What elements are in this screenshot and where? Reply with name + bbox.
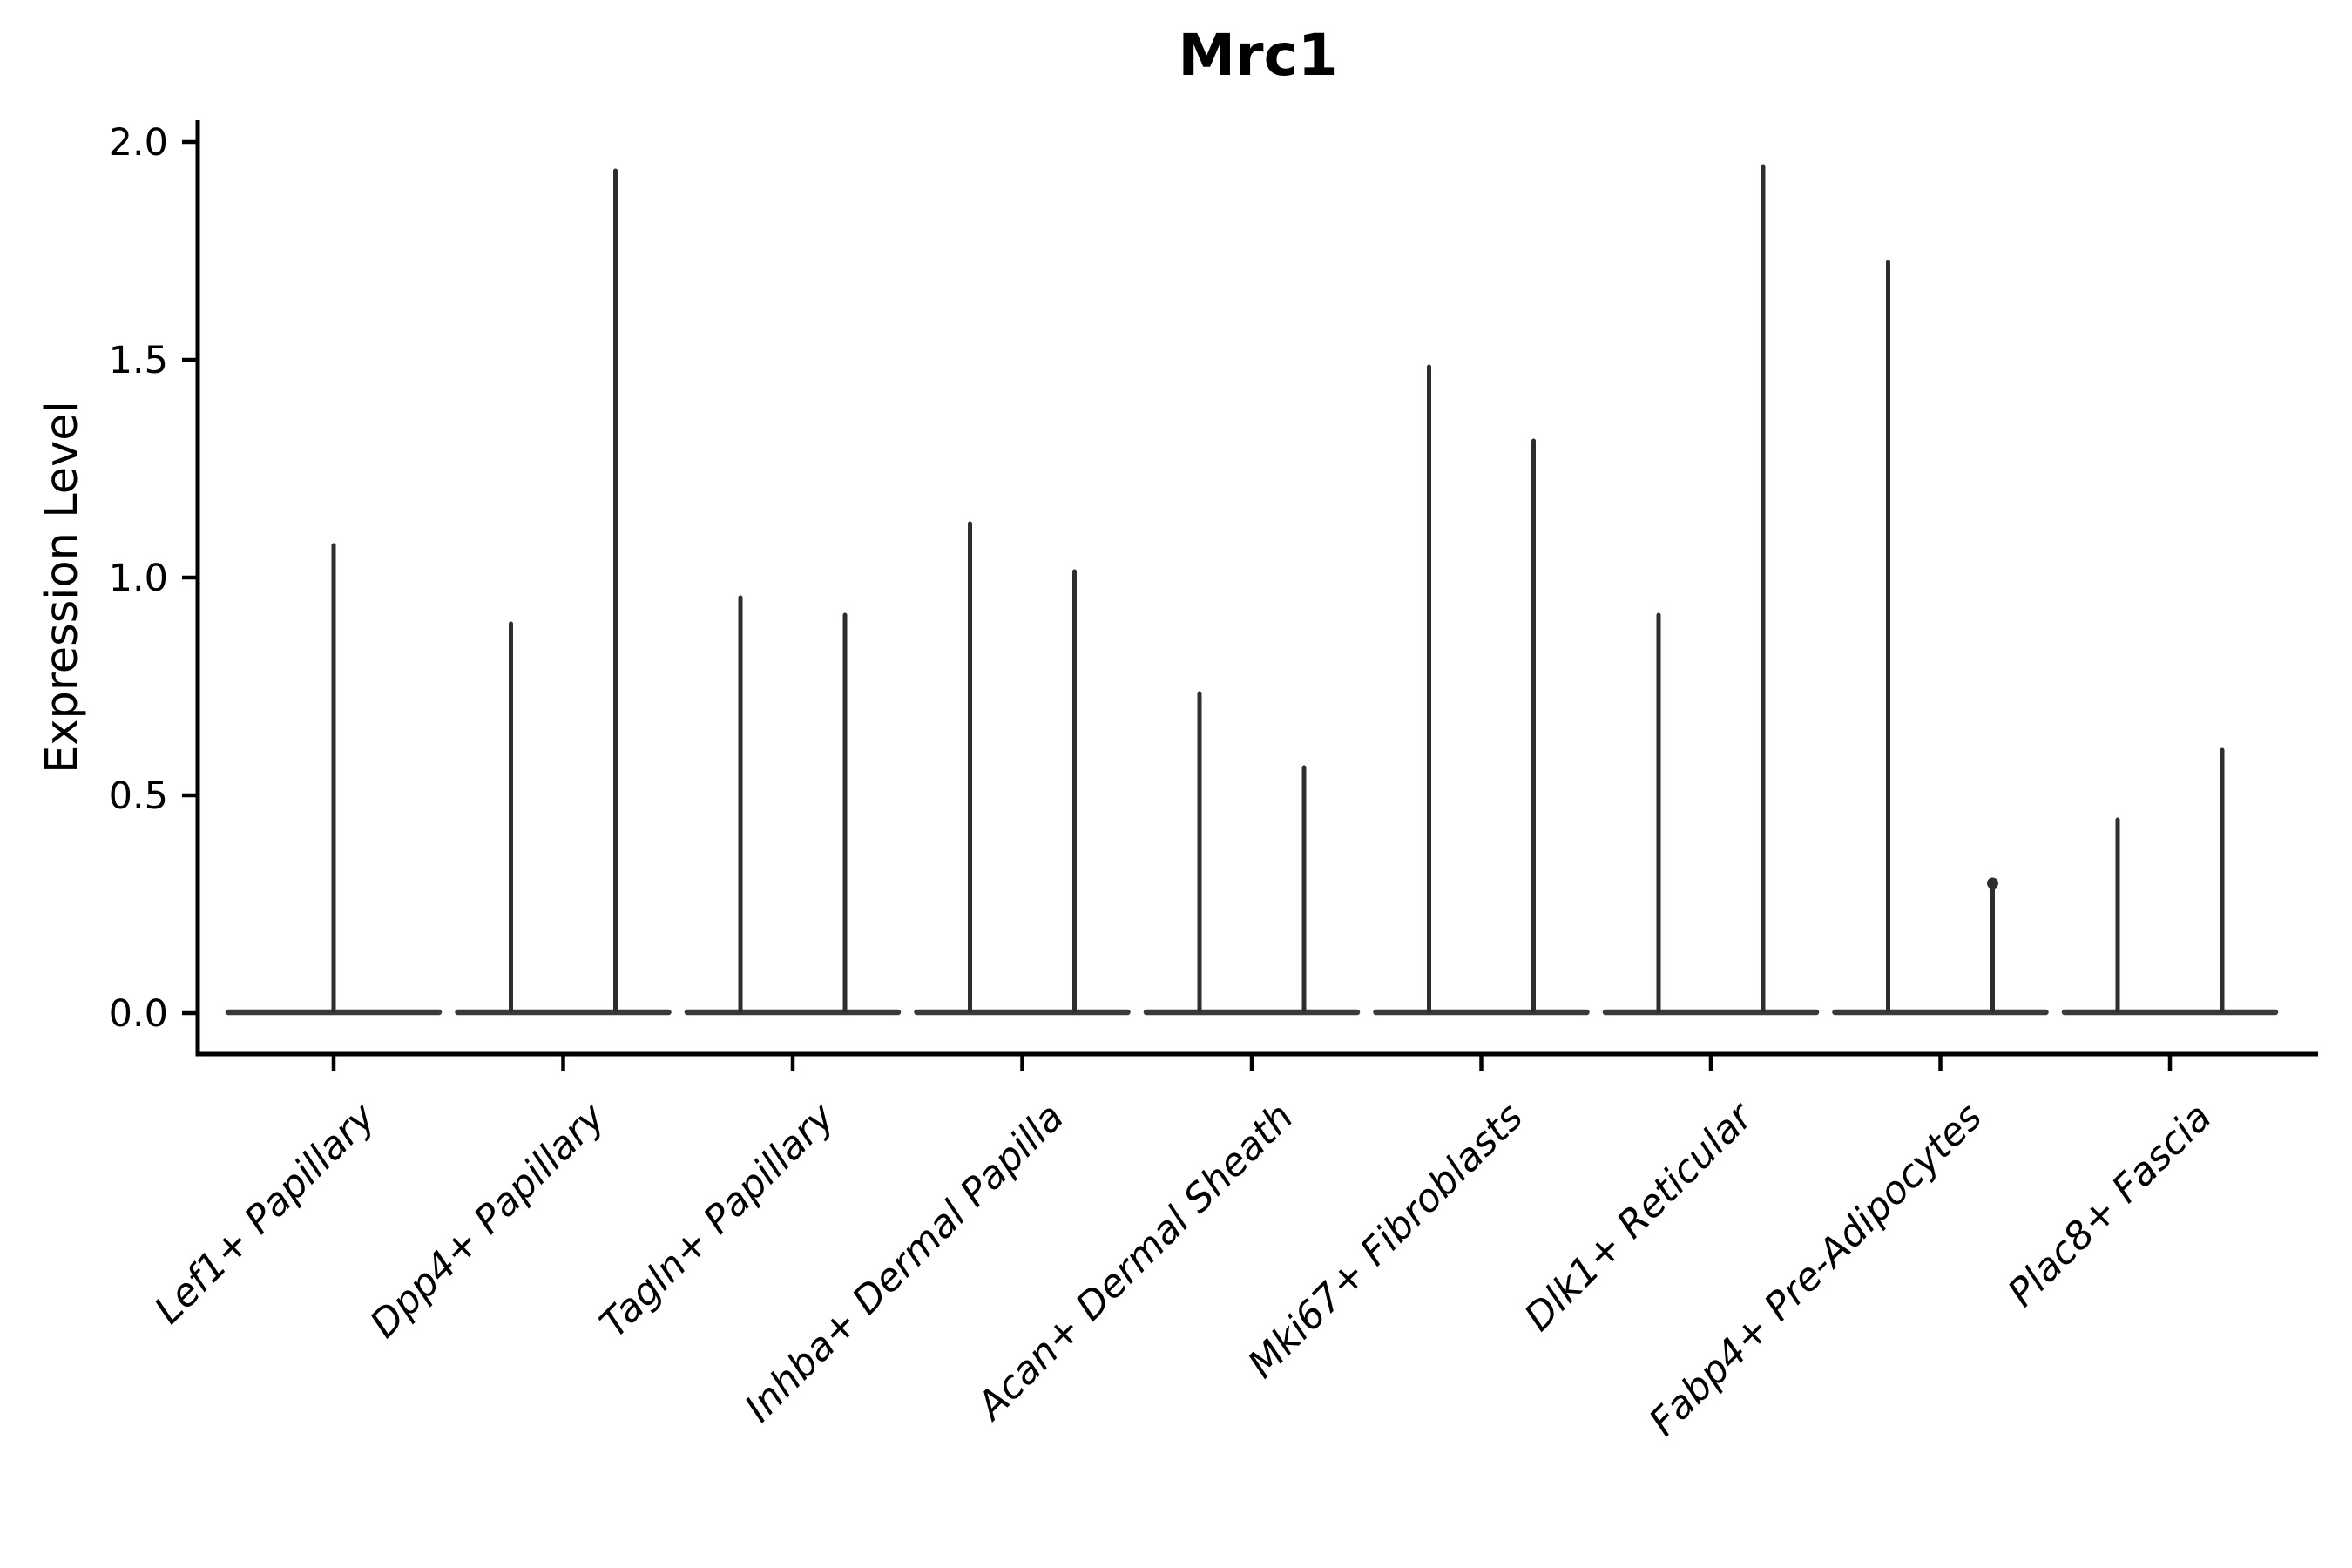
y-tick-label: 1.0 (109, 557, 168, 600)
axis-spines (195, 120, 2318, 1057)
x-tick-label: Dpp4+ Papillary (362, 1094, 614, 1347)
y-tick-label: 0.5 (109, 774, 168, 818)
y-tick-label: 2.0 (109, 121, 168, 165)
y-tick-label: 1.5 (109, 339, 168, 382)
x-tick-label: Plac8+ Fascia (1999, 1095, 2220, 1315)
x-tick-label: Dlk1+ Reticular (1516, 1093, 1762, 1340)
x-tick-label: Tagln+ Papillary (591, 1094, 843, 1346)
x-tick-label: Lef1+ Papillary (146, 1094, 385, 1333)
chart-title: Mrc1 (1178, 22, 1338, 89)
violin-spike-knob (1987, 877, 1998, 889)
y-tick-label: 0.0 (109, 992, 168, 1036)
